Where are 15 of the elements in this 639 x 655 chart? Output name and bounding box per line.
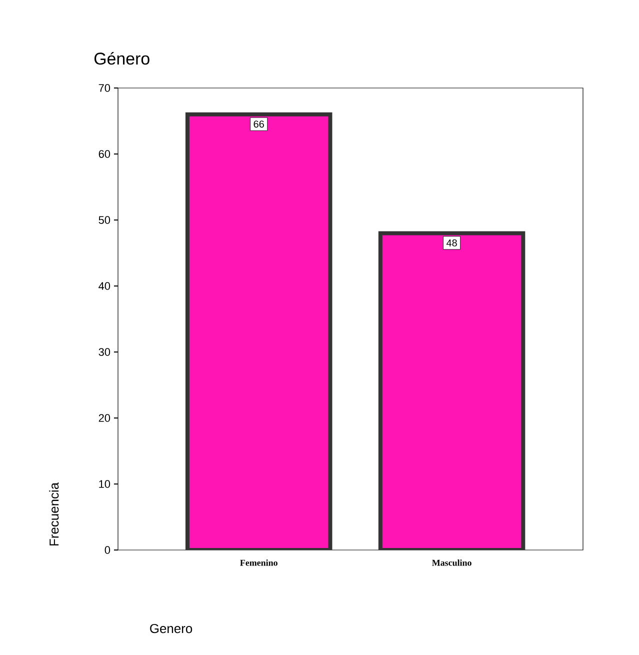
y-tick-label: 0 — [104, 546, 110, 554]
y-tick-label: 10 — [99, 480, 110, 488]
data-label: 66 — [254, 120, 264, 128]
y-tick-label: 60 — [98, 150, 110, 158]
y-tick-label: 70 — [98, 84, 110, 92]
x-tick-label: Femenino — [240, 559, 278, 566]
x-axis-title: Genero — [150, 624, 192, 634]
y-tick-label: 50 — [98, 216, 110, 224]
data-label: 48 — [446, 239, 457, 246]
y-tick-label: 40 — [98, 282, 110, 290]
x-tick-label: Masculino — [432, 559, 472, 566]
y-tick-label: 30 — [98, 348, 110, 356]
chart-title: Género — [94, 52, 150, 65]
y-tick-label: 20 — [98, 414, 110, 422]
y-axis-title: Frecuencia — [49, 482, 59, 546]
